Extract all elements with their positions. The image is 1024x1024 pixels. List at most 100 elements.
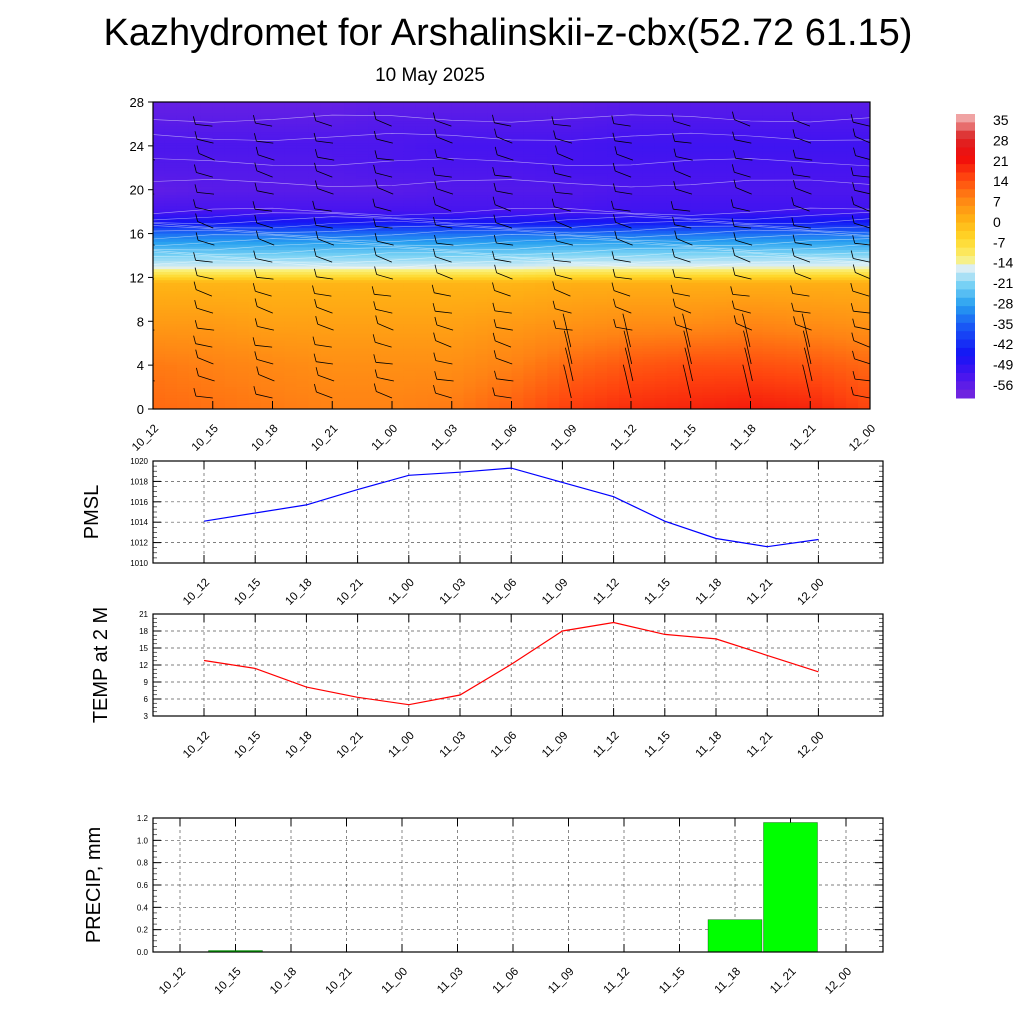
heatmap-cell: [188, 277, 202, 281]
heatmap-cell: [427, 154, 441, 158]
heatmap-cell: [642, 134, 656, 139]
heatmap-cell: [666, 159, 680, 163]
heatmap-cell: [332, 219, 345, 224]
heatmap-cell: [607, 156, 620, 161]
heatmap-cell: [200, 162, 214, 166]
heatmap-cell: [356, 247, 369, 251]
heatmap-cell: [523, 126, 536, 131]
heatmap-cell: [427, 378, 441, 383]
heatmap-cell: [535, 307, 548, 311]
heatmap-cell: [403, 406, 417, 409]
heatmap-cell: [380, 367, 393, 372]
heatmap-cell: [236, 359, 250, 363]
heatmap-cell: [631, 310, 644, 314]
heatmap-cell: [511, 134, 525, 139]
heatmap-cell: [236, 345, 250, 350]
heatmap-cell: [631, 244, 644, 248]
heatmap-cell: [499, 134, 513, 139]
heatmap-cell: [272, 159, 286, 163]
heatmap-cell: [559, 184, 572, 188]
heatmap-cell: [272, 203, 286, 207]
heatmap-cell: [463, 189, 477, 194]
heatmap-cell: [236, 219, 250, 224]
heatmap-cell: [164, 214, 178, 218]
heatmap-cell: [571, 123, 584, 128]
heatmap-cell: [403, 307, 417, 311]
heatmap-cell: [678, 214, 692, 218]
heatmap-cell: [583, 200, 596, 205]
heatmap-cell: [415, 378, 429, 383]
heatmap-cell: [571, 134, 584, 139]
heatmap-cell: [475, 134, 489, 139]
heatmap-cell: [320, 370, 333, 374]
heatmap-cell: [284, 143, 297, 147]
heatmap-cell: [332, 362, 345, 366]
heatmap-cell: [499, 140, 513, 144]
heatmap-cell: [153, 159, 166, 163]
heatmap-cell: [392, 376, 405, 380]
heatmap-cell: [451, 132, 465, 136]
heatmap-cell: [248, 310, 262, 314]
heatmap-cell: [511, 403, 525, 407]
heatmap-cell: [415, 225, 429, 229]
heatmap-cell: [272, 104, 286, 109]
heatmap-cell: [248, 239, 262, 243]
heatmap-cell: [380, 370, 393, 374]
heatmap-cell: [392, 285, 405, 289]
heatmap-cell: [403, 263, 417, 268]
heatmap-cell: [236, 376, 250, 380]
heatmap-cell: [427, 359, 441, 363]
heatmap-cell: [559, 173, 572, 177]
heatmap-cell: [571, 354, 584, 358]
heatmap-cell: [463, 252, 477, 257]
heatmap-cell: [248, 291, 262, 295]
heatmap-cell: [284, 167, 297, 172]
heatmap-cell: [236, 277, 250, 281]
heatmap-cell: [535, 263, 548, 268]
heatmap-cell: [344, 392, 357, 396]
heatmap-cell: [368, 285, 381, 289]
heatmap-cell: [176, 104, 190, 109]
heatmap-cell: [224, 271, 238, 276]
heatmap-cell: [523, 211, 536, 215]
heatmap-cell: [320, 233, 333, 237]
heatmap-cell: [583, 378, 596, 383]
heatmap-cell: [439, 384, 453, 388]
heatmap-cell: [260, 304, 274, 309]
heatmap-cell: [344, 332, 357, 336]
heatmap-cell: [284, 373, 297, 377]
heatmap-cell: [427, 176, 441, 180]
heatmap-cell: [308, 151, 321, 155]
heatmap-cell: [607, 126, 620, 131]
heatmap-cell: [535, 214, 548, 218]
heatmap-cell: [164, 159, 178, 163]
heatmap-cell: [224, 313, 238, 317]
heatmap-cell: [296, 102, 309, 106]
heatmap-cell: [499, 104, 513, 109]
heatmap-cell: [320, 362, 333, 366]
heatmap-cell: [320, 274, 333, 279]
heatmap-cell: [607, 118, 620, 122]
heatmap-cell: [678, 165, 692, 169]
heatmap-cell: [463, 304, 477, 309]
heatmap-cell: [200, 203, 214, 207]
heatmap-cell: [678, 277, 692, 281]
heatmap-cell: [236, 274, 250, 279]
heatmap-cell: [200, 260, 214, 265]
heatmap-cell: [451, 186, 465, 191]
heatmap-cell: [559, 107, 572, 111]
heatmap-cell: [344, 285, 357, 289]
heatmap-cell: [487, 134, 501, 139]
heatmap-cell: [511, 159, 525, 163]
heatmap-cell: [451, 302, 465, 306]
heatmap-cell: [332, 326, 345, 331]
heatmap-cell: [607, 236, 620, 240]
heatmap-cell: [296, 112, 309, 117]
heatmap-cell: [153, 214, 166, 218]
heatmap-cell: [666, 321, 680, 325]
heatmap-cell: [153, 217, 166, 221]
heatmap-cell: [176, 176, 190, 180]
heatmap-cell: [403, 140, 417, 144]
heatmap-cell: [642, 326, 656, 331]
heatmap-cell: [320, 230, 333, 235]
